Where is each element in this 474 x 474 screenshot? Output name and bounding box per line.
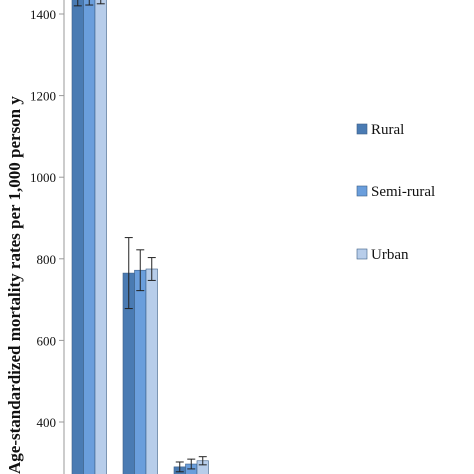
bar-rural-0: [71, 0, 84, 474]
error-bar: [136, 249, 145, 292]
legend-label: Rural: [371, 122, 404, 138]
y-axis-title: Age-standardized mortality rates per 1,0…: [5, 96, 24, 474]
legend-swatch: [356, 185, 368, 197]
y-tick-label: 400: [37, 415, 57, 430]
legend-label: Urban: [371, 247, 409, 263]
y-tick-label: 800: [37, 252, 57, 267]
bar-urban-0: [94, 0, 107, 474]
y-tick-label: 1400: [30, 7, 56, 22]
error-bar: [175, 461, 184, 473]
y-tick-label: 1200: [30, 89, 56, 104]
error-bar: [124, 237, 133, 310]
bar-semi-rural-1: [134, 269, 147, 474]
legend-label: Semi-rural: [371, 184, 435, 200]
bar-semi-rural-0: [83, 0, 96, 474]
error-bar: [187, 458, 196, 470]
legend-swatch: [356, 248, 368, 260]
bar-urban-1: [145, 268, 158, 474]
error-bar: [96, 0, 105, 5]
error-bar: [73, 0, 82, 7]
bar-group: [71, 0, 209, 474]
error-bar: [85, 0, 94, 6]
legend-swatch: [356, 123, 368, 135]
y-tick-label: 600: [37, 333, 57, 348]
y-axis-ticks: 400 600 800 1000 1200 1400: [30, 7, 64, 430]
error-bar: [198, 456, 207, 466]
y-tick-label: 1000: [30, 170, 56, 185]
legend: Rural Semi-rural Urban: [356, 122, 435, 263]
error-bar: [147, 257, 156, 281]
